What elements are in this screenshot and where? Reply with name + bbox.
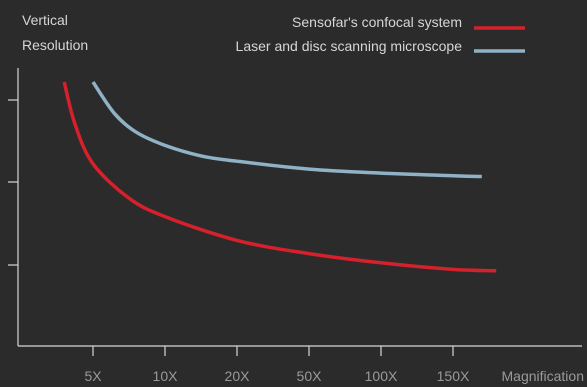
x-axis-tick-label-20x: 20X: [225, 368, 251, 384]
legend: Sensofar's confocal system Laser and dis…: [236, 14, 525, 54]
x-axis-label: Magnification: [502, 368, 585, 384]
series-line-laser-disc: [91, 81, 482, 179]
legend-label-confocal: Sensofar's confocal system: [292, 14, 462, 30]
legend-label-laser-disc: Laser and disc scanning microscope: [236, 38, 463, 54]
x-axis-ticks: [92, 346, 454, 356]
x-axis-tick-label-50x: 50X: [297, 368, 323, 384]
x-axis-tick-label-5x: 5X: [84, 368, 102, 384]
x-axis-tick-label-100x: 100X: [365, 368, 398, 384]
series-line-confocal: [62, 81, 497, 273]
y-axis-label-line-2: Resolution: [22, 37, 88, 53]
x-axis-tick-label-150x: 150X: [437, 368, 470, 384]
x-axis-tick-label-10x: 10X: [153, 368, 179, 384]
x-axis-tick-labels: 5X 10X 20X 50X 100X 150X: [84, 368, 470, 384]
y-axis-label-line-1: Vertical: [22, 12, 68, 28]
y-axis-ticks: [8, 99, 18, 266]
series-lines: [62, 81, 497, 273]
